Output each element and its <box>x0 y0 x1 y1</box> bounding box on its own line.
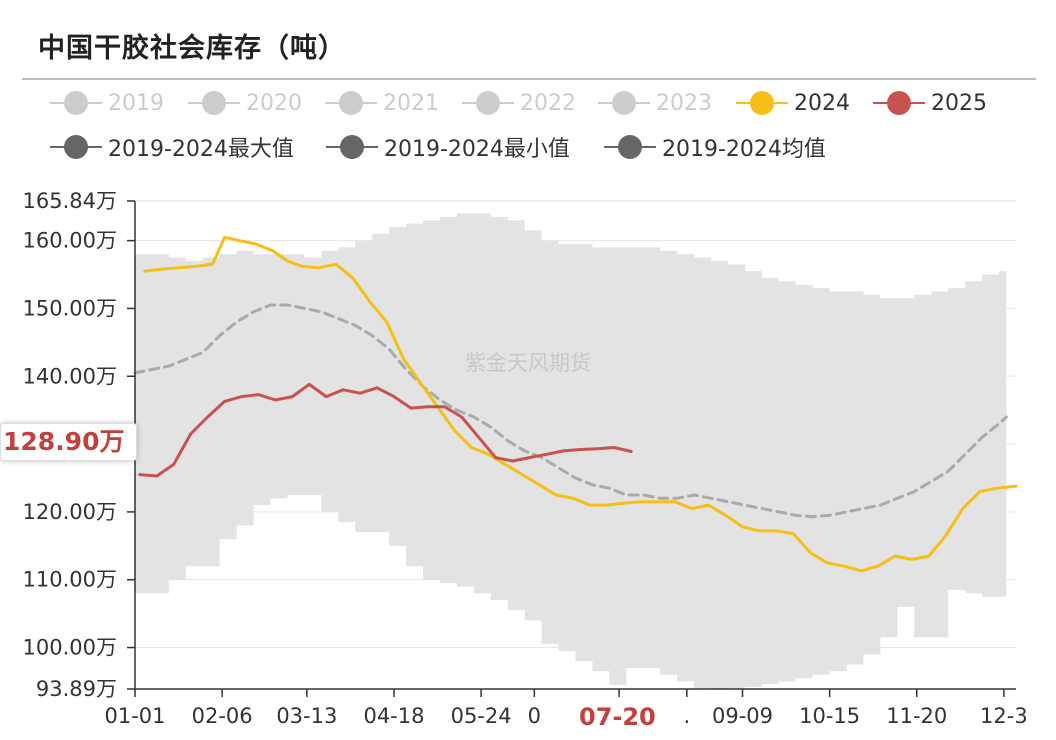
x-tick-label: 05-24 <box>451 704 512 728</box>
y-tick-label: 150.00万 <box>23 296 117 320</box>
y-pointer-label: 128.90万 <box>0 423 138 461</box>
legend-label: 2024 <box>794 90 850 116</box>
x-tick-label: 11-20 <box>886 704 947 728</box>
legend-symbol-icon <box>188 88 240 118</box>
legend-item-row1-0[interactable]: 2019 <box>50 88 164 118</box>
y-tick-label: 165.84万 <box>23 189 117 213</box>
y-tick-label: 100.00万 <box>23 636 117 660</box>
legend-item-row2-2[interactable]: 2019-2024均值 <box>604 132 826 162</box>
legend-label: 2019-2024最大值 <box>108 137 294 162</box>
y-tick-label: 120.00万 <box>23 500 117 524</box>
x-tick-label: 02-06 <box>192 704 253 728</box>
legend-label: 2023 <box>656 90 712 116</box>
legend-label: 2025 <box>931 90 987 116</box>
legend-item-row1-4[interactable]: 2023 <box>598 88 712 118</box>
x-tick-label: 04-18 <box>363 704 424 728</box>
x-tick-label: . <box>683 704 690 728</box>
legend-label: 2019-2024最小值 <box>384 137 570 162</box>
legend-symbol-icon <box>604 132 656 162</box>
x-tick-label: 01-01 <box>104 704 165 728</box>
legend-symbol-icon <box>462 88 514 118</box>
x-pointer-label: 07-20 <box>573 700 662 734</box>
y-tick-label: 93.89万 <box>36 677 117 701</box>
legend-symbol-icon <box>50 88 102 118</box>
legend-label: 2019-2024均值 <box>662 137 826 162</box>
legend-item-row1-6[interactable]: 2025 <box>873 88 987 118</box>
title-divider <box>22 78 1036 80</box>
legend-symbol-icon <box>736 88 788 118</box>
chart-title: 中国干胶社会库存（吨） <box>38 33 346 64</box>
y-tick-label: 160.00万 <box>23 229 117 253</box>
legend-symbol-icon <box>325 88 377 118</box>
legend-item-row1-3[interactable]: 2022 <box>462 88 576 118</box>
legend-symbol-icon <box>326 132 378 162</box>
series-line-2 <box>138 382 633 478</box>
x-tick-label: 09-09 <box>712 704 773 728</box>
x-tick-label: 0 <box>528 704 541 728</box>
legend-item-row1-1[interactable]: 2020 <box>188 88 302 118</box>
legend-label: 2021 <box>383 90 439 116</box>
x-tick-label: 03-13 <box>276 704 337 728</box>
legend-label: 2020 <box>246 90 302 116</box>
x-tick-label: 12-3 <box>980 704 1028 728</box>
y-tick-label: 110.00万 <box>23 568 117 592</box>
series-line-0 <box>133 303 1008 519</box>
x-tick-label: 10-15 <box>799 704 860 728</box>
legend-item-row2-1[interactable]: 2019-2024最小值 <box>326 132 570 162</box>
legend-item-row1-2[interactable]: 2021 <box>325 88 439 118</box>
legend-symbol-icon <box>873 88 925 118</box>
legend-symbol-icon <box>598 88 650 118</box>
watermark: 紫金天风期货 <box>465 351 591 375</box>
legend-item-row2-0[interactable]: 2019-2024最大值 <box>50 132 294 162</box>
legend-item-row1-5[interactable]: 2024 <box>736 88 850 118</box>
y-tick-label: 140.00万 <box>23 364 117 388</box>
legend-label: 2022 <box>520 90 576 116</box>
legend-symbol-icon <box>50 132 102 162</box>
legend-label: 2019 <box>108 90 164 116</box>
series-line-1 <box>143 235 1018 573</box>
